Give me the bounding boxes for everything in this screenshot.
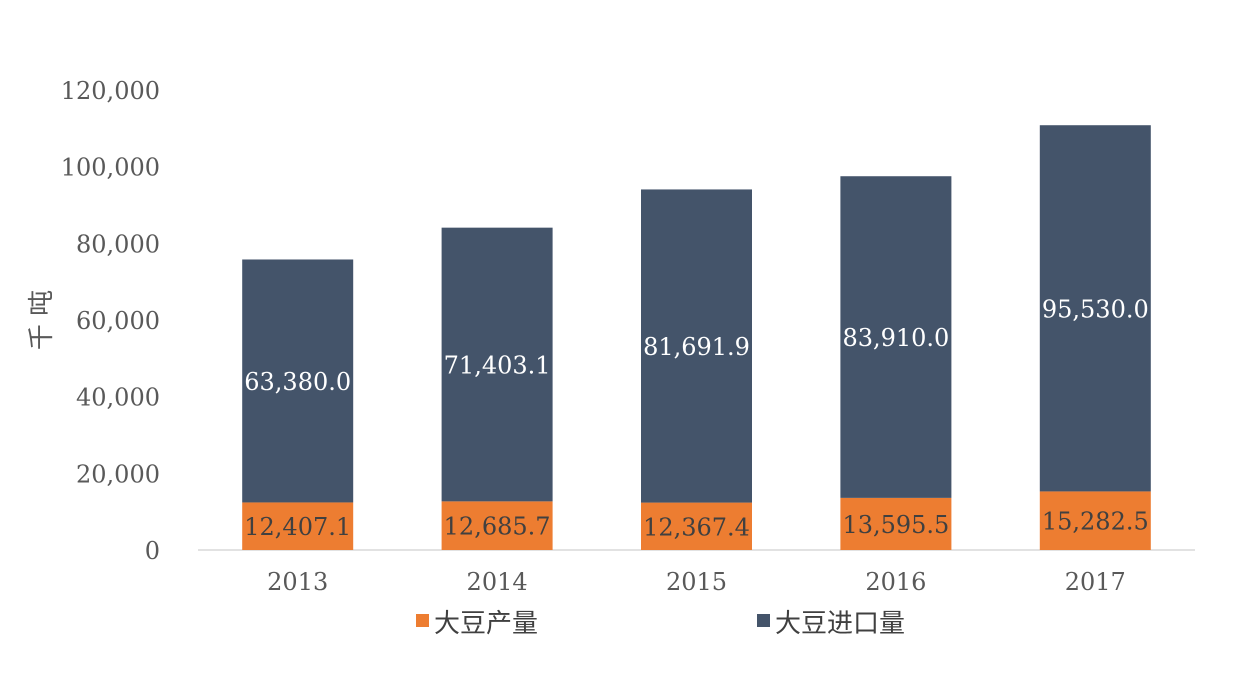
legend-label: 大豆进口量 xyxy=(775,609,905,639)
x-tick-label: 2013 xyxy=(267,568,328,596)
bar-import xyxy=(441,227,553,502)
x-tick-label: 2017 xyxy=(1065,568,1126,596)
bar-production xyxy=(641,502,752,550)
y-tick-label: 100,000 xyxy=(61,154,160,182)
legend: 大豆产量 大豆进口量 xyxy=(416,609,905,639)
y-axis-label: 千 吨 xyxy=(27,290,57,350)
x-tick-label: 2014 xyxy=(467,568,528,596)
legend-label: 大豆产量 xyxy=(434,609,538,639)
bars: 12,407.1 63,380.0 12,685.7 71,403.1 12,367.4… xyxy=(242,125,1151,550)
y-tick-label: 0 xyxy=(145,537,160,565)
data-label: 95,530.0 xyxy=(1042,295,1149,323)
bar-import xyxy=(242,259,354,503)
y-tick-label: 40,000 xyxy=(76,384,160,412)
bar-import xyxy=(840,176,952,498)
data-label: 12,685.7 xyxy=(444,513,551,541)
data-label: 81,691.9 xyxy=(643,333,750,361)
bar-import xyxy=(1039,125,1151,492)
legend-swatch xyxy=(416,614,429,627)
legend-swatch xyxy=(757,614,770,627)
x-tick-label: 2015 xyxy=(666,568,727,596)
data-label: 13,595.5 xyxy=(842,511,949,539)
data-label: 83,910.0 xyxy=(842,324,949,352)
bar-production xyxy=(242,502,354,550)
y-tick-label: 20,000 xyxy=(76,460,160,488)
data-label: 12,367.4 xyxy=(643,513,750,541)
bar-import xyxy=(641,189,752,503)
data-label: 12,407.1 xyxy=(244,513,351,541)
data-label: 63,380.0 xyxy=(244,368,351,396)
y-tick-label: 60,000 xyxy=(76,307,160,335)
y-axis-ticks: 0 20,000 40,000 60,000 80,000 100,000 120,000 xyxy=(61,77,160,565)
y-tick-label: 80,000 xyxy=(76,230,160,258)
data-label: 15,282.5 xyxy=(1042,508,1149,536)
y-tick-label: 120,000 xyxy=(61,77,160,105)
data-label: 71,403.1 xyxy=(444,352,551,380)
bar-production xyxy=(840,497,952,550)
bar-production xyxy=(441,501,553,550)
bar-production xyxy=(1039,491,1151,550)
x-axis-ticks: 2013 2014 2015 2016 2017 xyxy=(267,568,1126,596)
x-tick-label: 2016 xyxy=(865,568,926,596)
